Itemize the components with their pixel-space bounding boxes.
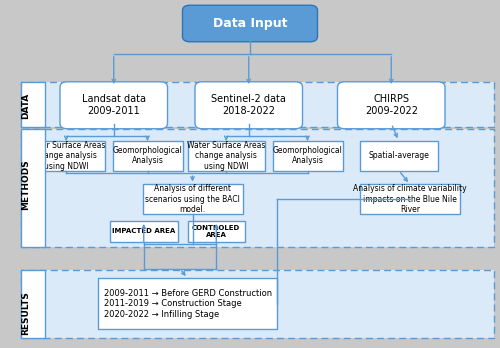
FancyBboxPatch shape — [182, 5, 318, 42]
FancyBboxPatch shape — [195, 82, 302, 129]
FancyBboxPatch shape — [98, 278, 278, 329]
FancyBboxPatch shape — [21, 129, 45, 247]
FancyBboxPatch shape — [21, 270, 45, 338]
FancyBboxPatch shape — [112, 141, 182, 171]
FancyBboxPatch shape — [60, 82, 168, 129]
FancyBboxPatch shape — [110, 221, 178, 242]
FancyBboxPatch shape — [21, 270, 494, 338]
FancyBboxPatch shape — [21, 129, 494, 247]
FancyBboxPatch shape — [21, 129, 494, 247]
Text: 2009-2011 → Before GERD Construction
2011-2019 → Construction Stage
2020-2022 → : 2009-2011 → Before GERD Construction 201… — [104, 289, 272, 318]
Text: Water Surface Areas
change analysis
using NDWI: Water Surface Areas change analysis usin… — [27, 141, 106, 171]
Text: METHODS: METHODS — [22, 159, 30, 210]
FancyBboxPatch shape — [188, 221, 245, 242]
FancyBboxPatch shape — [188, 141, 265, 171]
FancyBboxPatch shape — [21, 82, 494, 127]
FancyBboxPatch shape — [21, 82, 45, 127]
FancyBboxPatch shape — [142, 184, 242, 214]
Text: Water Surface Areas
change analysis
using NDWI: Water Surface Areas change analysis usin… — [187, 141, 266, 171]
Text: DATA: DATA — [22, 93, 30, 119]
Text: Sentinel-2 data
2018-2022: Sentinel-2 data 2018-2022 — [212, 94, 286, 116]
Text: Analysis of climate variability
impacts on the Blue Nile
River: Analysis of climate variability impacts … — [353, 184, 467, 214]
Text: CHIRPS
2009-2022: CHIRPS 2009-2022 — [365, 94, 418, 116]
FancyBboxPatch shape — [338, 82, 445, 129]
Text: CONTROLED
AREA: CONTROLED AREA — [192, 225, 240, 238]
Text: RESULTS: RESULTS — [22, 291, 30, 335]
FancyBboxPatch shape — [272, 141, 342, 171]
Text: Geomorphological
Analysis: Geomorphological Analysis — [272, 146, 342, 165]
FancyBboxPatch shape — [360, 184, 460, 214]
Text: Data Input: Data Input — [213, 17, 287, 30]
FancyBboxPatch shape — [28, 141, 105, 171]
FancyBboxPatch shape — [21, 82, 494, 127]
FancyBboxPatch shape — [360, 141, 438, 171]
FancyBboxPatch shape — [21, 270, 494, 338]
Text: IMPACTED AREA: IMPACTED AREA — [112, 228, 176, 235]
Text: Analysis of different
scenarios using the BACI
model.: Analysis of different scenarios using th… — [145, 184, 240, 214]
Text: Spatial-average: Spatial-average — [368, 151, 429, 160]
Text: Geomorphological
Analysis: Geomorphological Analysis — [112, 146, 182, 165]
Text: Landsat data
2009-2011: Landsat data 2009-2011 — [82, 94, 146, 116]
